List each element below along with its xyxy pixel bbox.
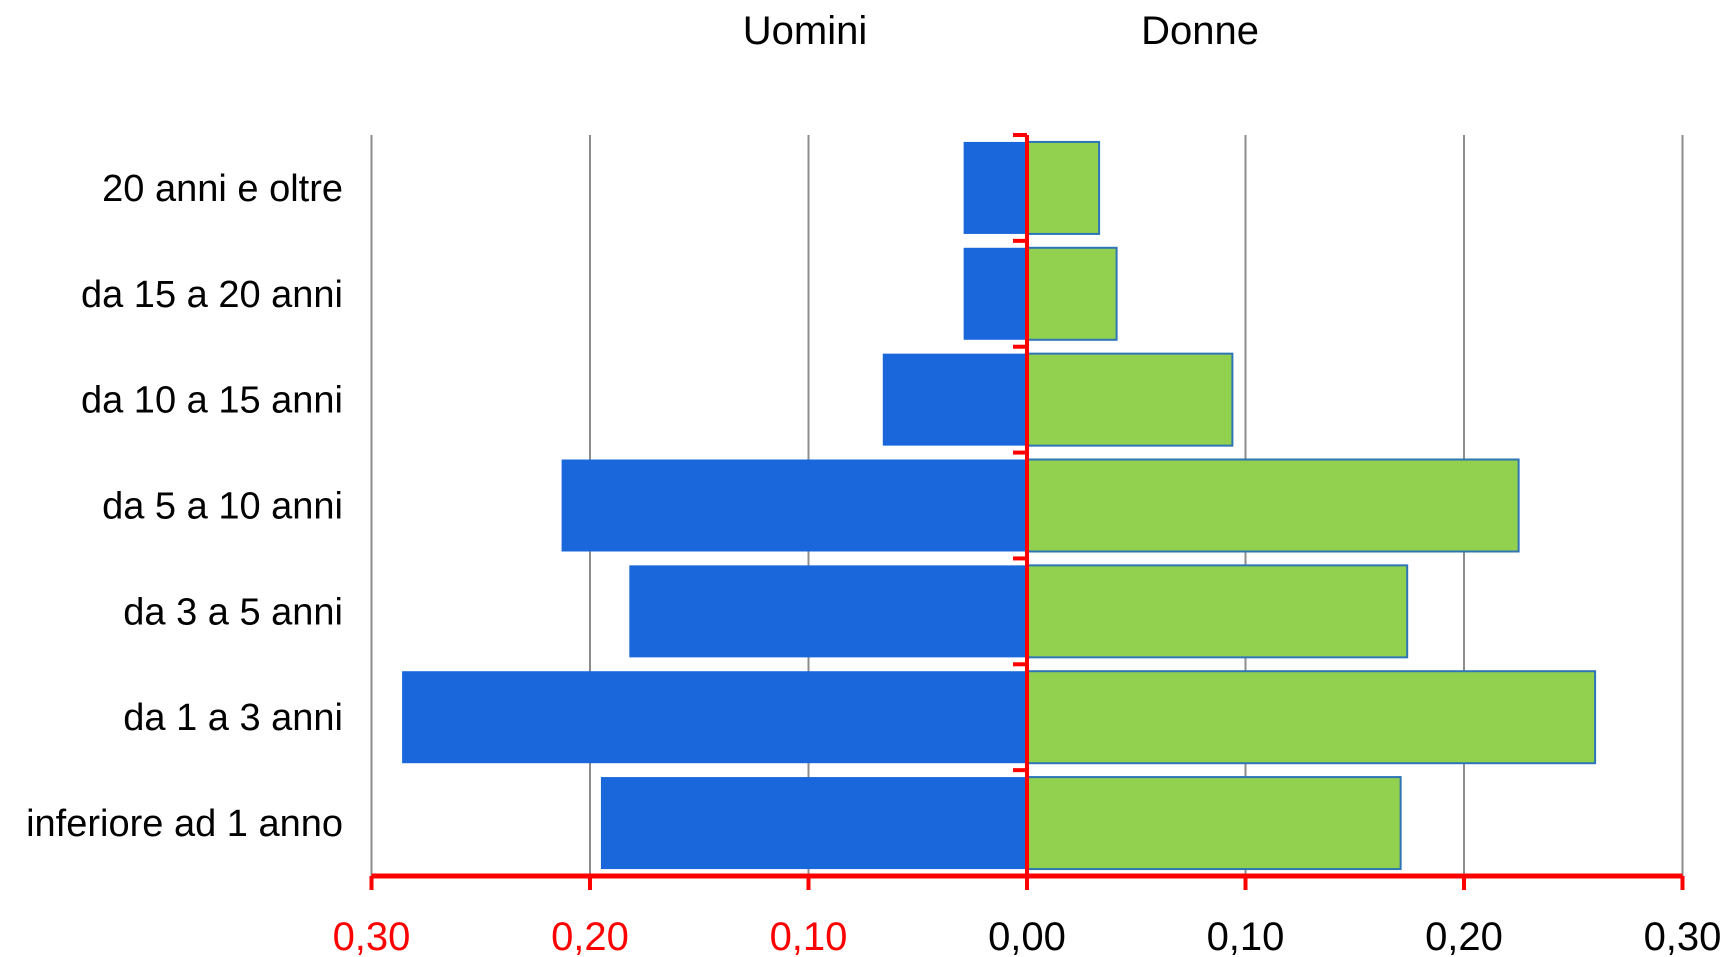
bar-donne [1026, 140, 1101, 235]
x-tick-label: 0,20 [1425, 915, 1503, 957]
category-label: da 10 a 15 anni [81, 380, 343, 422]
category-label: da 3 a 5 anni [123, 591, 343, 633]
legend-label-donne: Donne [1141, 9, 1259, 53]
x-tick-label: 0,20 [551, 915, 629, 957]
x-tick-label: 0,10 [770, 915, 848, 957]
x-tick-label: 0,30 [333, 915, 411, 957]
bar-donne [1026, 246, 1118, 341]
bar-donne [1026, 352, 1234, 447]
bar-uomini [963, 247, 1027, 340]
legend-label-uomini: Uomini [743, 9, 867, 53]
category-labels: 20 anni e oltre da 15 a 20 anni da 10 a 15… [26, 168, 343, 845]
bar-uomini [402, 671, 1028, 764]
bar-uomini [561, 459, 1027, 552]
bar-uomini [629, 565, 1027, 658]
axes-group [369, 133, 1685, 890]
category-label: da 15 a 20 anni [81, 274, 343, 316]
bar-uomini [600, 777, 1027, 870]
bars-group [402, 140, 1597, 871]
bar-donne [1026, 776, 1402, 871]
x-tick-label: 0,10 [1207, 915, 1285, 957]
bar-donne [1026, 458, 1520, 553]
x-tick-label: 0,30 [1644, 915, 1722, 957]
bar-donne [1026, 564, 1409, 659]
bar-uomini [963, 141, 1027, 234]
category-label: 20 anni e oltre [102, 168, 343, 210]
category-label: inferiore ad 1 anno [26, 803, 343, 845]
bar-uomini [882, 353, 1027, 446]
x-tick-labels: 0,30 0,20 0,10 0,00 0,10 0,20 0,30 [333, 915, 1722, 957]
x-tick-label: 0,00 [988, 915, 1066, 957]
category-label: da 5 a 10 anni [102, 486, 343, 528]
legend: Uomini Donne [743, 9, 1259, 53]
category-label: da 1 a 3 anni [123, 697, 343, 739]
bar-donne [1026, 670, 1597, 765]
